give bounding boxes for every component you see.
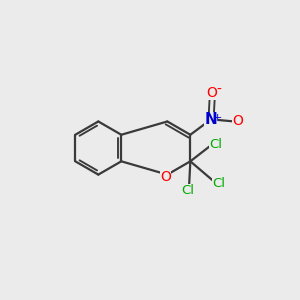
Text: Cl: Cl xyxy=(182,184,195,197)
Text: -: - xyxy=(216,83,221,97)
Text: N: N xyxy=(205,112,218,127)
Text: O: O xyxy=(160,170,171,184)
Text: +: + xyxy=(213,113,222,123)
Text: Cl: Cl xyxy=(209,138,222,151)
Text: Cl: Cl xyxy=(212,177,225,190)
Text: O: O xyxy=(206,86,218,100)
Text: O: O xyxy=(232,114,243,128)
